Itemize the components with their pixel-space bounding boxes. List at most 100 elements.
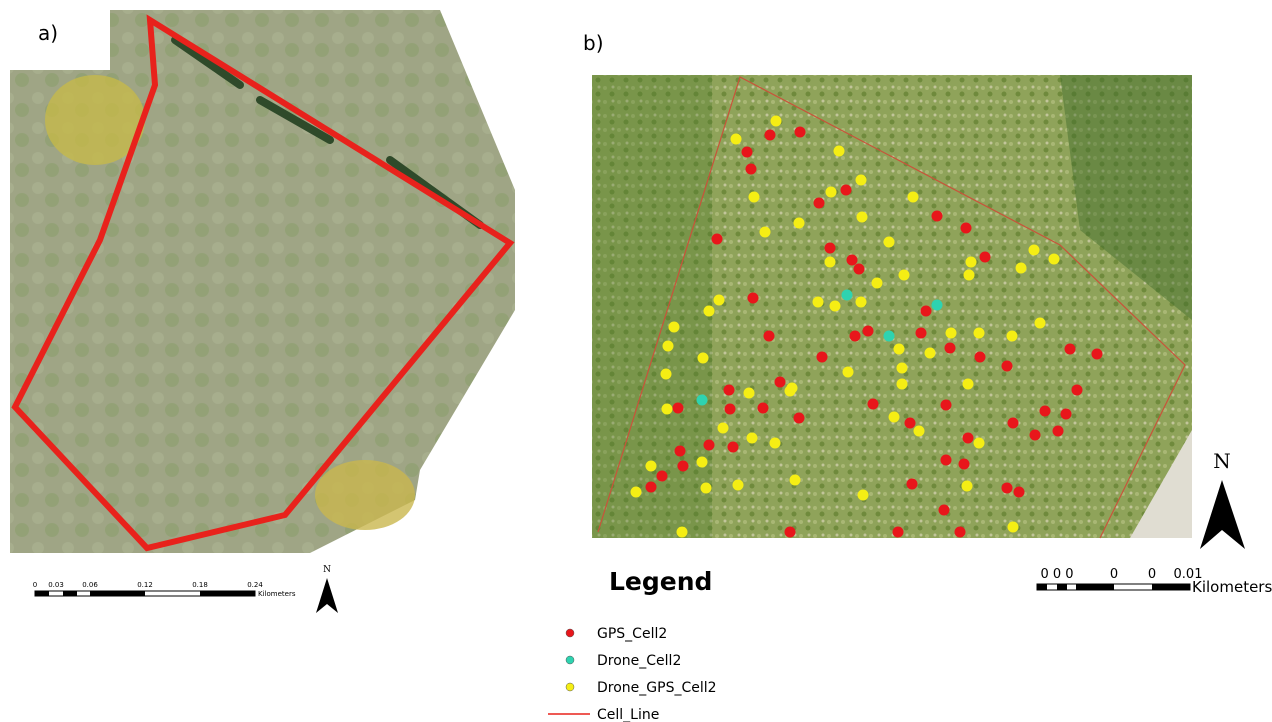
point [941, 400, 952, 411]
point [1002, 483, 1013, 494]
point [795, 127, 806, 138]
point [946, 328, 957, 339]
point [932, 300, 943, 311]
point [907, 479, 918, 490]
point [884, 237, 895, 248]
point [955, 527, 966, 538]
point [1061, 409, 1072, 420]
scale-unit: Kilometers [1192, 578, 1272, 596]
point [673, 403, 684, 414]
point [701, 483, 712, 494]
point [657, 471, 668, 482]
point [961, 223, 972, 234]
point [1053, 426, 1064, 437]
point [1072, 385, 1083, 396]
scale-label: 0 [1110, 567, 1118, 582]
point [825, 243, 836, 254]
point [747, 433, 758, 444]
point [966, 257, 977, 268]
point [1065, 344, 1076, 355]
point [646, 461, 657, 472]
north-arrow [316, 578, 338, 613]
scale-label: 0.12 [137, 581, 153, 589]
point [830, 301, 841, 312]
point [847, 255, 858, 266]
point [725, 404, 736, 415]
point [794, 218, 805, 229]
point [631, 487, 642, 498]
point [678, 461, 689, 472]
point [925, 348, 936, 359]
point [963, 433, 974, 444]
scale-unit: Kilometers [258, 590, 296, 598]
point [1092, 349, 1103, 360]
point [1040, 406, 1051, 417]
legend-symbol [566, 656, 574, 664]
legend-symbol [566, 629, 574, 637]
point [663, 341, 674, 352]
point [704, 306, 715, 317]
point [897, 363, 908, 374]
point [834, 146, 845, 157]
point [742, 147, 753, 158]
point [897, 379, 908, 390]
scale-bar [35, 591, 255, 596]
panel-label: a) [38, 21, 58, 45]
north-label: N [1213, 449, 1231, 473]
point [850, 331, 861, 342]
scale-label: 0.06 [82, 581, 98, 589]
point [697, 395, 708, 406]
point [1008, 522, 1019, 533]
point [974, 328, 985, 339]
point [841, 185, 852, 196]
point [826, 187, 837, 198]
point [1030, 430, 1041, 441]
north-arrow [1200, 480, 1245, 549]
point [905, 418, 916, 429]
point [775, 377, 786, 388]
point [1007, 331, 1018, 342]
point [843, 367, 854, 378]
scale-label: 0.03 [48, 581, 64, 589]
point [760, 227, 771, 238]
scale-label: 0 0 0 [1040, 567, 1073, 582]
legend-label: Drone_Cell2 [597, 653, 681, 669]
point [857, 212, 868, 223]
point [975, 352, 986, 363]
point [856, 175, 867, 186]
point [758, 403, 769, 414]
point [959, 459, 970, 470]
point [817, 352, 828, 363]
point [963, 379, 974, 390]
point [1035, 318, 1046, 329]
point [914, 426, 925, 437]
point [908, 192, 919, 203]
point [825, 257, 836, 268]
point [714, 295, 725, 306]
point [868, 399, 879, 410]
scale-label: 0 [33, 581, 37, 589]
point [1008, 418, 1019, 429]
point [964, 270, 975, 281]
point [939, 505, 950, 516]
point [790, 475, 801, 486]
point [661, 369, 672, 380]
point [677, 527, 688, 538]
point [945, 343, 956, 354]
legend-label: Cell_Line [597, 707, 659, 722]
point [794, 413, 805, 424]
point [728, 442, 739, 453]
point [921, 306, 932, 317]
point [765, 130, 776, 141]
point [731, 134, 742, 145]
point [1049, 254, 1060, 265]
point [889, 412, 900, 423]
point [1016, 263, 1027, 274]
point [749, 192, 760, 203]
point [842, 290, 853, 301]
point [669, 322, 680, 333]
scale-label: 0 [1148, 567, 1156, 582]
point [718, 423, 729, 434]
point [704, 440, 715, 451]
legend-label: Drone_GPS_Cell2 [597, 680, 717, 696]
